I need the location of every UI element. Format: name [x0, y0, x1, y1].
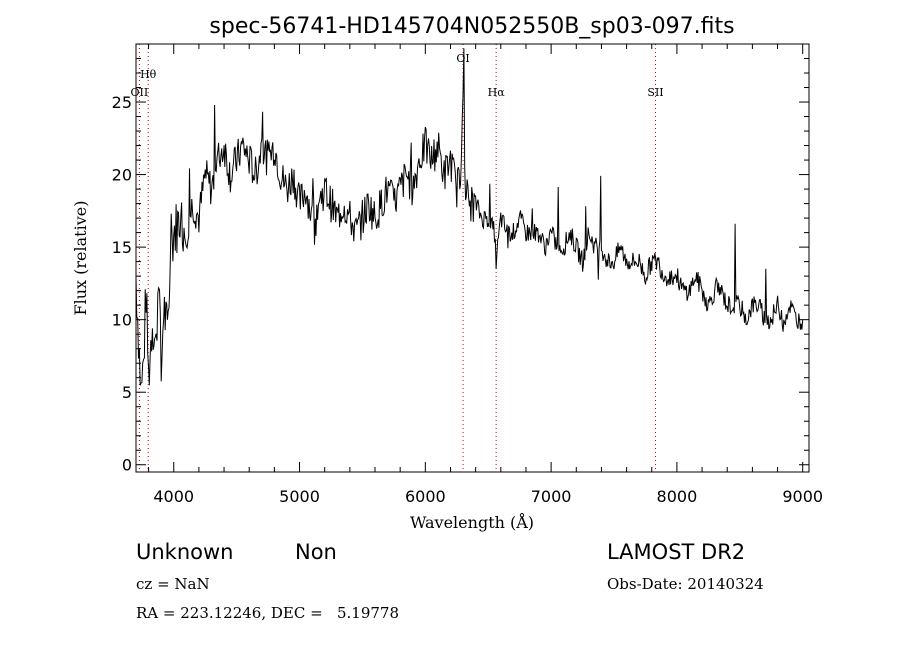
y-tick-label: 20 [112, 166, 132, 185]
spectral-line-label: Hα [488, 86, 506, 99]
object-subclass: Non [295, 540, 337, 564]
plot-frame [135, 43, 810, 473]
object-class: Unknown [136, 540, 234, 564]
spectral-line-label: OII [131, 86, 149, 99]
x-tick-label: 9000 [782, 487, 823, 506]
plot-area: Hθ OII OI Hα SII [131, 44, 804, 472]
axis-ticks: 4000 5000 6000 7000 8000 9000 0 5 10 15 20 25 [112, 44, 823, 506]
x-tick-label: 8000 [657, 487, 698, 506]
x-tick-label: 7000 [531, 487, 572, 506]
y-tick-label: 25 [112, 93, 132, 112]
x-tick-label: 5000 [279, 487, 320, 506]
y-tick-label: 0 [122, 456, 132, 475]
redshift-readout: cz = NaN [136, 575, 210, 593]
y-axis-label: Flux (relative) [71, 201, 90, 316]
spectrum-line [135, 48, 804, 386]
spectral-line-label: SII [647, 86, 663, 99]
y-tick-label: 10 [112, 311, 132, 330]
y-tick-label: 15 [112, 238, 132, 257]
survey-name: LAMOST DR2 [607, 540, 746, 564]
spectral-line-label: Hθ [140, 68, 157, 81]
observation-date: Obs-Date: 20140324 [607, 575, 764, 593]
chart-title: spec-56741-HD145704N052550B_sp03-097.fit… [209, 14, 734, 39]
coordinates-readout: RA = 223.12246, DEC = 5.19778 [136, 604, 400, 622]
spectral-line-label: OI [456, 52, 469, 65]
x-tick-label: 4000 [153, 487, 194, 506]
x-axis-label: Wavelength (Å) [410, 512, 534, 532]
y-tick-label: 5 [122, 383, 132, 402]
x-tick-label: 6000 [405, 487, 446, 506]
